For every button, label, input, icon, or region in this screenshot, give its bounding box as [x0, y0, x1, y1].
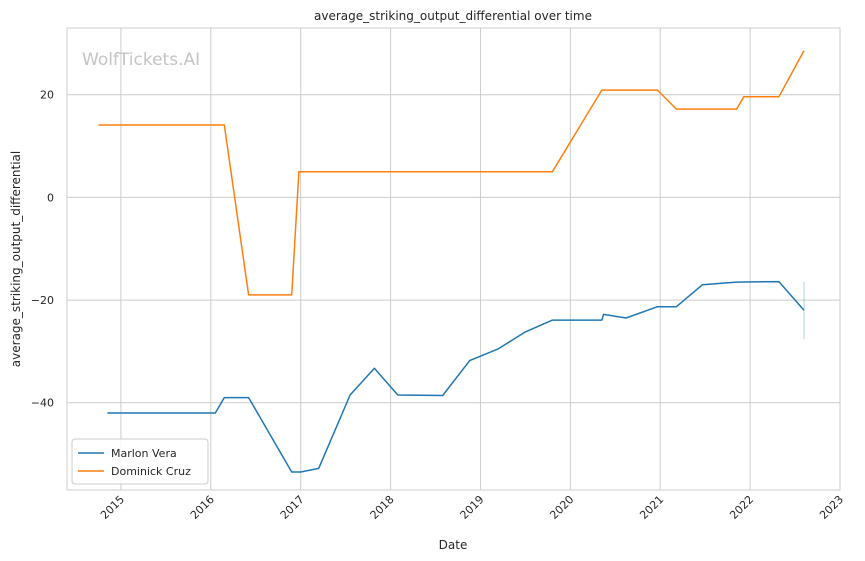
series-line-dominick-cruz [98, 50, 805, 296]
legend-label-marlon-vera: Marlon Vera [111, 447, 177, 460]
y-axis-title: average_striking_output_differential [9, 151, 23, 367]
x-tick-label: 2019 [458, 493, 487, 522]
y-tick-label: −40 [31, 397, 54, 410]
legend-box [71, 438, 209, 485]
x-tick-label: 2021 [637, 493, 666, 522]
y-tick-label: −20 [31, 294, 54, 307]
legend: Marlon Vera Dominick Cruz [71, 438, 209, 485]
series-line-marlon-vera [107, 280, 805, 473]
x-tick-label: 2023 [817, 493, 846, 522]
x-tick-label: 2022 [727, 493, 756, 522]
chart-title: average_striking_output_differential ove… [314, 9, 592, 23]
series-layer [98, 50, 805, 473]
x-axis-title: Date [439, 538, 468, 552]
x-tick-label: 2016 [188, 493, 217, 522]
y-tick-label: 20 [40, 89, 54, 102]
x-tick-label: 2018 [368, 493, 397, 522]
watermark: WolfTickets.AI [82, 50, 200, 70]
x-tick-label: 2017 [278, 493, 307, 522]
x-tick-label: 2015 [98, 493, 127, 522]
legend-label-dominick-cruz: Dominick Cruz [111, 465, 191, 478]
x-tick-label: 2020 [547, 493, 576, 522]
plot-frame [66, 27, 841, 491]
y-tick-label: 0 [47, 191, 54, 204]
grid [67, 28, 841, 490]
